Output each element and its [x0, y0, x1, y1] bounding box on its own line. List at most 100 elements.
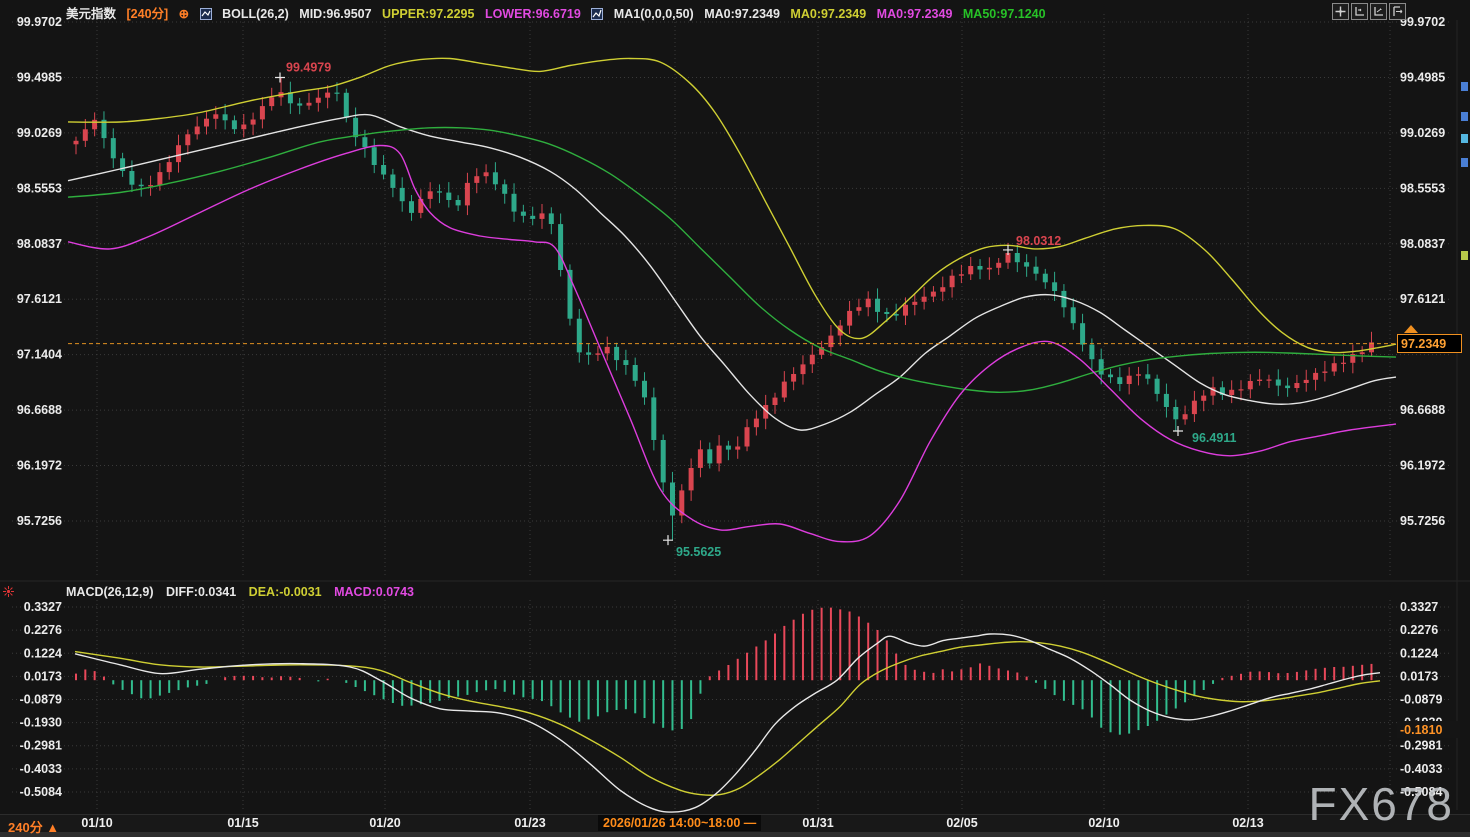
price-axis-label-left: 96.1972 — [17, 459, 62, 473]
macd-axis-label-left: -0.5084 — [20, 785, 62, 799]
price-axis-label-right: 96.6688 — [1400, 403, 1445, 417]
price-up-arrow-icon — [1404, 324, 1418, 333]
macd-macd-value: MACD:0.0743 — [334, 585, 414, 599]
macd-axis-label-left: -0.4033 — [20, 762, 62, 776]
macd-axis-label-left: -0.2981 — [20, 739, 62, 753]
macd-histogram — [75, 607, 1373, 735]
macd-axis-label-left: 0.1224 — [24, 646, 62, 660]
price-axis-label-right: 98.0837 — [1400, 237, 1445, 251]
macd-axis-label-left: 0.0173 — [24, 669, 62, 683]
date-tick-label: 01/23 — [514, 816, 546, 830]
ma50-value: MA50:97.1240 — [962, 7, 1046, 21]
price-axis-label-left: 98.0837 — [17, 237, 62, 251]
macd-name: MACD(26,12,9) — [66, 585, 154, 599]
date-tick-label: 01/15 — [227, 816, 259, 830]
price-axis-label-right: 97.6121 — [1400, 292, 1445, 306]
date-tick-label: 01/31 — [802, 816, 834, 830]
date-tick-label: 02/05 — [946, 816, 978, 830]
add-indicator-icon[interactable]: ⊕ — [178, 7, 190, 21]
symbol-name: 美元指数 — [66, 7, 117, 21]
price-axis-label-right: 99.9702 — [1400, 15, 1445, 29]
price-axis-label-right: 95.7256 — [1400, 514, 1445, 528]
current-price-tag: 97.2349 — [1397, 334, 1462, 354]
macd-axis-label-right: -0.5084 — [1400, 785, 1442, 799]
macd-dea-line — [74, 640, 1381, 796]
macd-axis-label-right: 0.1224 — [1400, 646, 1438, 660]
price-axis-label-left: 99.9702 — [17, 15, 62, 29]
edge-mark — [1461, 251, 1468, 260]
macd-axis-label-left: 0.2276 — [24, 623, 62, 637]
price-axis-label-left: 98.5553 — [17, 181, 62, 195]
macd-axis-label-right: 0.0173 — [1400, 669, 1438, 683]
axis-shift-icon[interactable] — [1389, 3, 1406, 20]
brand-watermark: FX678 — [1308, 778, 1454, 830]
price-axis-label-left: 97.6121 — [17, 292, 62, 306]
macd-header: MACD(26,12,9) DIFF:0.0341 DEA:-0.0031 MA… — [66, 585, 423, 599]
macd-axis-label-left: -0.1930 — [20, 716, 62, 730]
extreme-price-annotation: 99.4979 — [286, 61, 331, 75]
indicator-header: 美元指数 [240分] ⊕ BOLL(26,2) MID:96.9507 UPP… — [66, 3, 1053, 23]
macd-diff-value: DIFF:0.0341 — [166, 585, 237, 599]
price-axis-label-left: 97.1404 — [17, 348, 62, 362]
price-axis-label-right: 99.0269 — [1400, 126, 1445, 140]
extreme-marker-cross — [663, 535, 673, 546]
pan-crosshair-icon[interactable] — [1332, 3, 1349, 20]
extreme-price-annotation: 96.4911 — [1192, 431, 1237, 445]
chart-toolbar — [1332, 3, 1406, 20]
date-tick-label: 01/10 — [81, 816, 113, 830]
price-axis-label-left: 96.6688 — [17, 403, 62, 417]
macd-axis-label-right: -0.0879 — [1400, 693, 1442, 707]
crosshair-date-label: 2026/01/26 14:00~18:00 — — [598, 815, 762, 831]
period-label[interactable]: [240分] — [126, 7, 169, 21]
macd-axis-label-right: 0.3327 — [1400, 600, 1438, 614]
period-footer[interactable]: 240分 ▲ — [8, 820, 60, 835]
grid — [12, 14, 1452, 810]
extreme-price-annotation: 98.0312 — [1016, 234, 1061, 248]
macd-axis-label-left: -0.0879 — [20, 693, 62, 707]
overlay-line-ma50 — [67, 126, 1397, 394]
date-tick-label: 02/10 — [1088, 816, 1120, 830]
ma-group-label: MA1(0,0,0,50) — [613, 7, 694, 21]
ma-chart-icon — [591, 8, 604, 23]
macd-axis-label-right: -0.4033 — [1400, 762, 1442, 776]
macd-dea-value: DEA:-0.0031 — [248, 585, 322, 599]
extreme-price-annotation: 95.5625 — [676, 545, 721, 559]
macd-diff-line — [74, 633, 1381, 813]
edge-mark — [1461, 158, 1468, 167]
boll-chart-icon — [199, 8, 212, 23]
price-axis-label-left: 99.0269 — [17, 126, 62, 140]
boll-upper-value: UPPER:97.2295 — [382, 7, 475, 21]
edge-mark — [1461, 112, 1468, 121]
ma0-value-magenta: MA0:97.2349 — [876, 7, 953, 21]
extreme-marker-cross — [1003, 244, 1013, 255]
boll-mid-value: MID:96.9507 — [299, 7, 372, 21]
ma0-value-yellow: MA0:97.2349 — [790, 7, 867, 21]
date-tick-label: 01/20 — [369, 816, 401, 830]
extreme-marker-cross — [1173, 426, 1183, 437]
alert-burst-icon[interactable] — [2, 585, 15, 603]
price-axis-label-left: 99.4985 — [17, 70, 62, 84]
edge-mark — [1461, 82, 1468, 91]
axis-scale-alt-icon[interactable] — [1370, 3, 1387, 20]
candles — [73, 77, 1374, 541]
ma0-value-white: MA0:97.2349 — [704, 7, 780, 21]
macd-axis-label-right: 0.2276 — [1400, 623, 1438, 637]
axis-scale-icon[interactable] — [1351, 3, 1368, 20]
overlay-line-boll-mid — [67, 113, 1397, 431]
date-axis: 2026/01/26 14:00~18:00 — 01/10 01/15 01/20… — [0, 814, 1470, 832]
price-axis-label-right: 98.5553 — [1400, 181, 1445, 195]
boll-lower-value: LOWER:96.6719 — [484, 7, 581, 21]
current-macd-tag: -0.1810 — [1397, 721, 1460, 738]
price-axis-label-right: 99.4985 — [1400, 70, 1445, 84]
overlay-line-boll-upper — [67, 57, 1397, 354]
date-tick-label: 02/13 — [1232, 816, 1264, 830]
overlay-line-boll-lower — [67, 144, 1397, 543]
boll-label: BOLL(26,2) — [222, 7, 289, 21]
horizontal-scrollbar[interactable] — [0, 832, 1470, 837]
price-axis-label-right: 96.1972 — [1400, 459, 1445, 473]
extreme-marker-cross — [275, 72, 285, 83]
macd-axis-label-right: -0.2981 — [1400, 739, 1442, 753]
edge-mark — [1461, 134, 1468, 143]
